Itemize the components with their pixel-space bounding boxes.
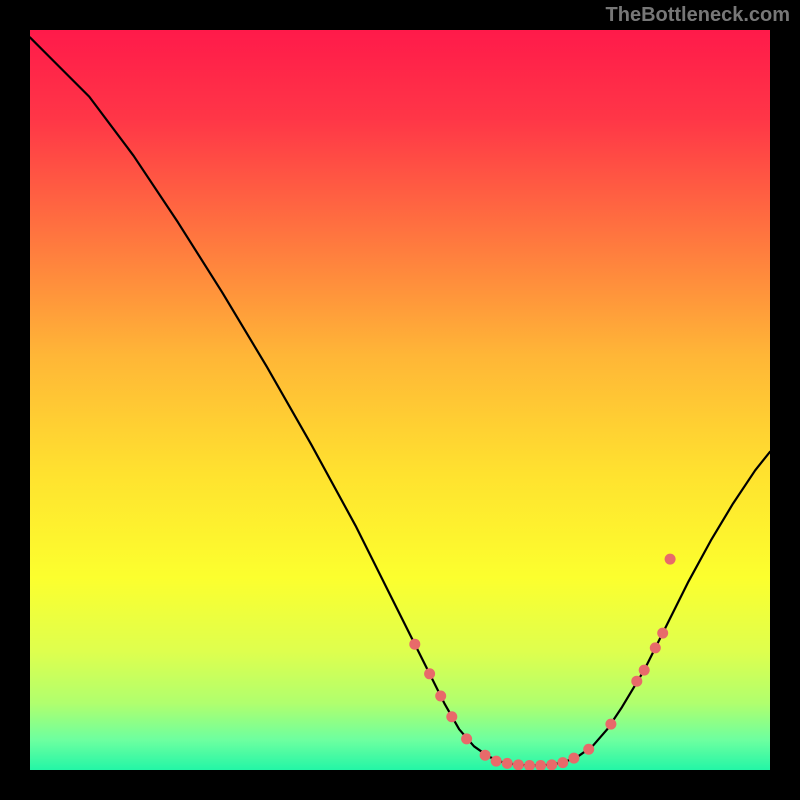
marker-point: [568, 753, 579, 764]
marker-point: [461, 733, 472, 744]
marker-point: [657, 628, 668, 639]
marker-point: [605, 719, 616, 730]
marker-point: [435, 691, 446, 702]
marker-point: [409, 639, 420, 650]
attribution-text: TheBottleneck.com: [606, 4, 790, 27]
marker-point: [557, 757, 568, 768]
marker-point: [424, 668, 435, 679]
marker-point: [480, 750, 491, 761]
marker-point: [665, 554, 676, 565]
marker-point: [546, 759, 557, 770]
marker-point: [446, 711, 457, 722]
chart-root: TheBottleneck.com: [0, 0, 800, 800]
chart-svg: [30, 30, 770, 770]
marker-point: [631, 676, 642, 687]
marker-point: [513, 759, 524, 770]
marker-point: [491, 756, 502, 767]
marker-point: [650, 642, 661, 653]
marker-point: [502, 758, 513, 769]
plot-area: [30, 30, 770, 770]
marker-point: [583, 744, 594, 755]
marker-point: [639, 665, 650, 676]
gradient-background: [30, 30, 770, 770]
